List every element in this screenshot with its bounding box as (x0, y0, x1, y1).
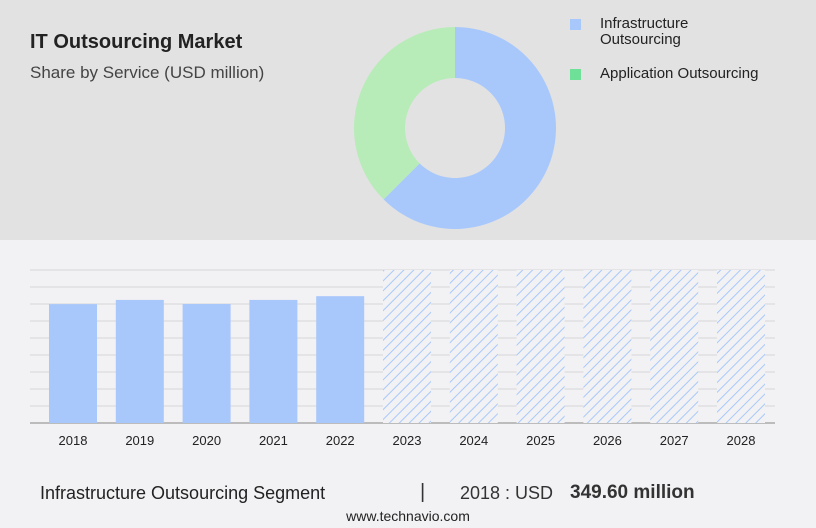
forecast-bar-2024 (449, 270, 498, 423)
x-tick-label: 2021 (259, 433, 288, 448)
footer-value: 349.60 million (570, 482, 695, 503)
donut-slice-application-outsourcing (353, 27, 455, 200)
legend-item-infrastructure: Infrastructure Outsourcing (570, 16, 810, 50)
x-tick-label: 2018 (59, 433, 88, 448)
forecast-bar-2026 (583, 270, 632, 423)
legend-label-line: Outsourcing (600, 31, 681, 48)
x-tick-label: 2023 (393, 433, 422, 448)
website-link[interactable]: www.technavio.com (346, 508, 470, 524)
legend-label-application: Application Outsourcing (600, 65, 759, 82)
forecast-bar-2028 (717, 270, 765, 423)
legend-label-line: Infrastructure (600, 15, 689, 32)
x-tick-label: 2019 (125, 433, 154, 448)
footer-segment-label: Infrastructure Outsourcing Segment (40, 483, 326, 503)
forecast-bar-2027 (650, 270, 699, 423)
bar-series (49, 270, 765, 423)
bar-2022 (316, 296, 365, 423)
x-tick-label: 2022 (326, 433, 355, 448)
donut-slice-infrastructure-outsourcing (383, 27, 556, 229)
x-tick-label: 2027 (660, 433, 689, 448)
x-tick-label: 2028 (727, 433, 756, 448)
bar-2021 (249, 299, 298, 423)
donut-chart (353, 27, 556, 229)
x-tick-label: 2025 (526, 433, 555, 448)
legend-swatch-infrastructure (570, 19, 581, 30)
x-tick-label: 2024 (459, 433, 488, 448)
page-subtitle: Share by Service (USD million) (30, 63, 265, 82)
footer-separator: | (420, 481, 426, 503)
forecast-bar-2023 (383, 270, 431, 423)
footer-year-label: 2018 : USD (460, 483, 554, 503)
x-axis-ticks: 2018 2019 2020 2021 2022 2023 2024 2025 2026 2027… (59, 433, 756, 448)
bar-2019 (115, 299, 164, 423)
bar-2020 (182, 304, 231, 423)
x-tick-label: 2026 (593, 433, 622, 448)
page-title: IT Outsourcing Market (30, 31, 243, 53)
legend-label-infrastructure: Infrastructure Outsourcing (600, 16, 810, 48)
bar-2018 (49, 304, 97, 423)
legend-swatch-application (570, 69, 581, 80)
x-tick-label: 2020 (192, 433, 221, 448)
forecast-bar-2025 (516, 270, 565, 423)
legend-item-application: Application Outsourcing (570, 66, 810, 100)
